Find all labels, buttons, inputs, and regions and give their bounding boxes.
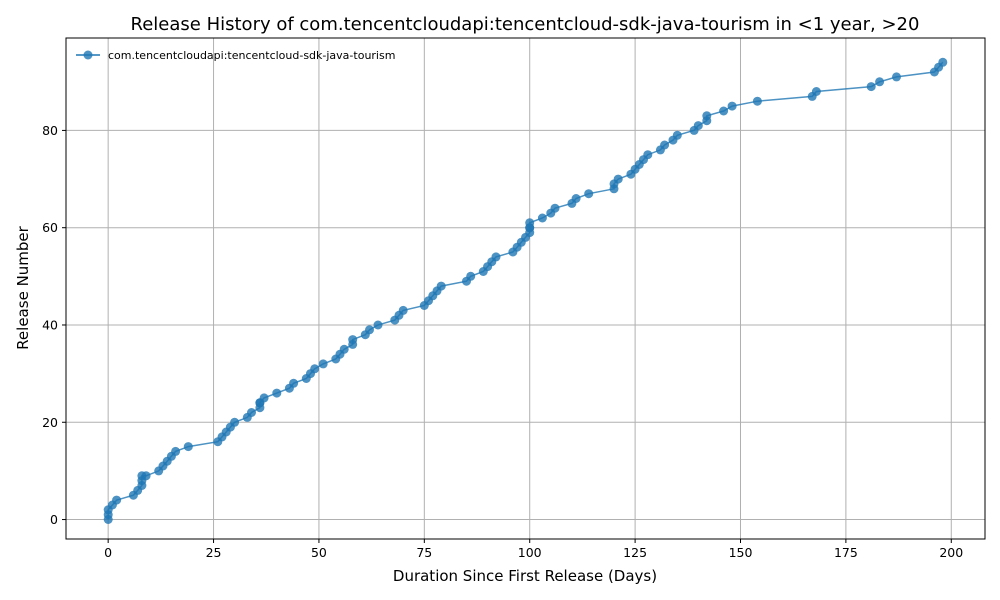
data-point — [672, 130, 682, 140]
data-point — [171, 446, 181, 456]
x-tick-label: 25 — [206, 545, 222, 560]
x-tick-label: 50 — [311, 545, 327, 560]
data-point — [693, 121, 703, 131]
data-point — [436, 281, 446, 291]
data-point — [584, 189, 594, 199]
x-tick-label: 75 — [416, 545, 432, 560]
tick-layer: 0 25 50 75 100 125 150 175 200 0 20 40 60 80 — [42, 123, 963, 560]
data-point — [259, 393, 269, 403]
data-point — [272, 388, 282, 398]
data-point — [727, 101, 737, 111]
data-point — [289, 378, 299, 388]
data-point — [183, 442, 193, 452]
x-tick-label: 0 — [104, 545, 112, 560]
data-point — [571, 194, 581, 203]
y-tick-label: 0 — [50, 512, 58, 527]
data-point — [491, 252, 501, 262]
data-point — [348, 335, 358, 345]
x-axis-label: Duration Since First Release (Days) — [393, 567, 657, 585]
data-point — [613, 174, 623, 184]
x-tick-label: 100 — [518, 545, 542, 560]
data-point — [643, 150, 653, 160]
data-point — [339, 344, 349, 354]
data-point — [660, 140, 670, 150]
data-point — [310, 364, 320, 374]
data-point — [875, 77, 885, 87]
y-tick-label: 20 — [42, 415, 58, 430]
data-point — [719, 106, 729, 116]
y-tick-label: 60 — [42, 220, 58, 235]
data-point — [537, 213, 547, 223]
legend-marker — [83, 50, 93, 60]
y-axis-label: Release Number — [14, 225, 32, 349]
grid — [66, 38, 985, 539]
legend: com.tencentcloudapi:tencentcloud-sdk-jav… — [76, 49, 395, 62]
data-point — [466, 271, 476, 281]
data-point — [373, 320, 383, 330]
data-point — [247, 408, 256, 417]
data-point — [702, 111, 712, 121]
data-point — [230, 417, 240, 427]
data-point — [752, 96, 762, 106]
x-tick-label: 125 — [623, 545, 647, 560]
data-point — [550, 203, 560, 213]
data-point — [866, 82, 876, 92]
y-tick-label: 80 — [42, 123, 58, 138]
plot-frame — [65, 37, 986, 540]
x-tick-label: 175 — [834, 545, 858, 560]
y-tick-label: 40 — [42, 317, 58, 332]
data-point — [892, 72, 901, 82]
data-point — [938, 57, 948, 67]
data-point — [318, 359, 328, 369]
x-tick-label: 150 — [729, 545, 753, 560]
chart-title: Release History of com.tencentcloudapi:t… — [131, 14, 920, 35]
data-point — [112, 495, 122, 505]
data-point — [398, 305, 408, 315]
data-point — [811, 87, 821, 96]
data-point — [365, 325, 374, 335]
x-tick-label: 200 — [939, 545, 963, 560]
legend-label: com.tencentcloudapi:tencentcloud-sdk-jav… — [108, 49, 395, 62]
data-point — [525, 218, 535, 228]
series-layer — [103, 57, 948, 524]
data-point — [141, 471, 151, 481]
